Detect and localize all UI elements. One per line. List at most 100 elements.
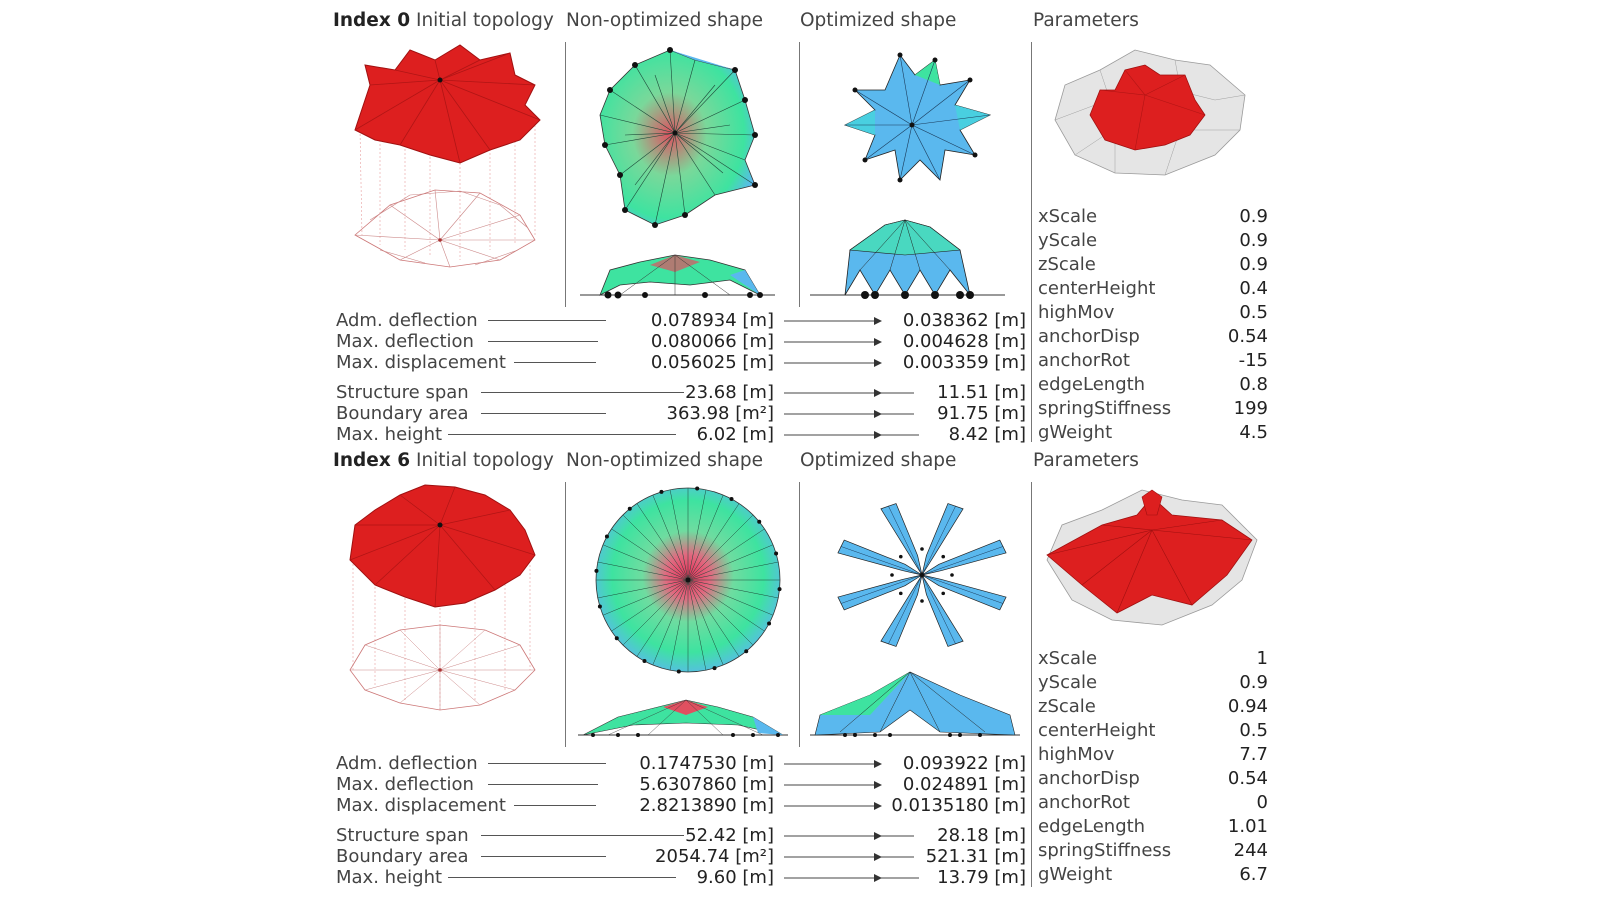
geometry-list: Structure span 23.68 [m] 11.51 [m] Bound… <box>336 382 1026 445</box>
parameter-value: 1.01 <box>1227 816 1268 837</box>
arrow-icon <box>784 410 914 418</box>
header-optimized: Optimized shape <box>800 10 957 31</box>
arrow-icon <box>784 781 882 789</box>
metric-row: Max. displacement 0.056025 [m] 0.003359 … <box>336 352 1026 373</box>
parameter-name: gWeight <box>1038 422 1113 443</box>
parameter-name: edgeLength <box>1038 816 1146 837</box>
parameter-value: 0.4 <box>1239 278 1268 299</box>
value-before: 9.60 [m] <box>696 867 774 888</box>
value-before: 5.6307860 [m] <box>639 774 774 795</box>
parameter-name: anchorRot <box>1038 792 1130 813</box>
metric-row: Max. deflection 5.6307860 [m] 0.024891 [… <box>336 774 1026 795</box>
initial-topology-label: Initial topology <box>415 10 554 31</box>
initial-topology-graphic <box>349 484 536 711</box>
optimized-plan-graphic <box>837 503 1007 647</box>
parameters-table: xScale 0.9 yScale 0.9 zScale 0.9 centerHeight 0… <box>1038 205 1268 445</box>
metric-label: Structure span <box>336 382 469 403</box>
parameter-value: 4.5 <box>1239 422 1268 443</box>
value-after: 0.093922 [m] <box>902 753 1026 774</box>
index-label: Index 0 <box>333 10 411 31</box>
metric-label: Max. height <box>336 424 443 445</box>
parameter-row: highMov 7.7 <box>1038 743 1268 767</box>
parameter-name: centerHeight <box>1038 720 1156 741</box>
header-non-optimized: Non-optimized shape <box>566 10 764 31</box>
header-non-optimized: Non-optimized shape <box>566 450 764 471</box>
parameter-row: anchorDisp 0.54 <box>1038 325 1268 349</box>
parameter-value: 199 <box>1233 398 1268 419</box>
non-optimized-elevation-graphic <box>578 699 788 737</box>
header-optimized: Optimized shape <box>800 450 957 471</box>
parameters-table: xScale 1 yScale 0.9 zScale 0.94 centerHeight 0.… <box>1038 647 1268 887</box>
initial-topology-label: Initial topology <box>415 450 554 471</box>
value-after: 13.79 [m] <box>937 867 1026 888</box>
metric-row: Structure span 52.42 [m] 28.18 [m] <box>336 825 1026 846</box>
arrow-icon <box>784 760 882 768</box>
parameter-name: xScale <box>1038 648 1098 669</box>
column-divider <box>1031 482 1032 887</box>
index-label: Index 6 <box>333 450 411 471</box>
leader-line <box>488 320 606 321</box>
non-optimized-elevation-graphic <box>580 254 775 299</box>
leader-line <box>481 856 606 857</box>
parameter-name: yScale <box>1038 230 1098 251</box>
leader-line <box>488 763 606 764</box>
parameter-name: highMov <box>1038 302 1115 323</box>
parameter-name: anchorRot <box>1038 350 1130 371</box>
metric-row: Max. height 9.60 [m] 13.79 [m] <box>336 867 1026 888</box>
leader-line <box>448 877 676 878</box>
parameter-name: anchorDisp <box>1038 326 1140 347</box>
leader-line <box>481 835 684 836</box>
parameter-value: 0.8 <box>1239 374 1268 395</box>
metric-label: Max. displacement <box>336 352 506 373</box>
metric-row: Boundary area 2054.74 [m²] 521.31 [m] <box>336 846 1026 867</box>
arrow-icon <box>784 853 914 861</box>
parameter-value: 0.5 <box>1239 302 1268 323</box>
metrics-list: Adm. deflection 0.078934 [m] 0.038362 [m… <box>336 310 1026 373</box>
leader-line <box>481 413 606 414</box>
column-divider <box>1031 42 1032 442</box>
column-divider <box>799 482 800 747</box>
leader-line <box>488 784 598 785</box>
parameter-row: springStiffness 244 <box>1038 839 1268 863</box>
value-after: 521.31 [m] <box>925 846 1026 867</box>
geometry-list: Structure span 52.42 [m] 28.18 [m] Bound… <box>336 825 1026 888</box>
parameters-graphic <box>1054 49 1246 176</box>
value-after: 0.004628 [m] <box>902 331 1026 352</box>
value-after: 0.0135180 [m] <box>891 795 1026 816</box>
parameter-name: zScale <box>1038 254 1096 275</box>
parameter-value: 0.54 <box>1227 326 1268 347</box>
parameter-value: 0.54 <box>1227 768 1268 789</box>
arrow-icon <box>784 359 882 367</box>
value-before: 6.02 [m] <box>696 424 774 445</box>
value-before: 363.98 [m²] <box>666 403 775 424</box>
optimized-plan-graphic <box>843 52 992 183</box>
metric-row: Structure span 23.68 [m] 11.51 [m] <box>336 382 1026 403</box>
metric-label: Max. height <box>336 867 443 888</box>
metric-label: Max. deflection <box>336 331 474 352</box>
non-optimized-plan-graphic <box>594 486 782 674</box>
arrow-icon <box>784 802 882 810</box>
metric-label: Boundary area <box>336 403 469 424</box>
parameter-name: springStiffness <box>1038 840 1172 861</box>
non-optimized-plan-graphic <box>599 47 758 228</box>
parameters-list: xScale 0.9 yScale 0.9 zScale 0.9 centerHeight 0… <box>1038 205 1268 445</box>
parameter-name: anchorDisp <box>1038 768 1140 789</box>
arrow-icon <box>784 874 919 882</box>
value-after: 8.42 [m] <box>948 424 1026 445</box>
leader-line <box>514 362 596 363</box>
parameter-row: xScale 0.9 <box>1038 205 1268 229</box>
parameter-row: yScale 0.9 <box>1038 671 1268 695</box>
leader-line <box>448 434 676 435</box>
metric-row: Max. deflection 0.080066 [m] 0.004628 [m… <box>336 331 1026 352</box>
value-before: 0.1747530 [m] <box>639 753 774 774</box>
metrics-list: Adm. deflection 0.1747530 [m] 0.093922 [… <box>336 753 1026 816</box>
initial-topology-graphic <box>354 44 541 268</box>
parameter-value: -15 <box>1238 350 1268 371</box>
parameter-name: highMov <box>1038 744 1115 765</box>
parameter-value: 0.9 <box>1239 672 1268 693</box>
column-divider <box>799 42 800 307</box>
parameter-value: 244 <box>1233 840 1268 861</box>
parameter-row: edgeLength 0.8 <box>1038 373 1268 397</box>
parameter-row: centerHeight 0.5 <box>1038 719 1268 743</box>
value-before: 52.42 [m] <box>685 825 774 846</box>
